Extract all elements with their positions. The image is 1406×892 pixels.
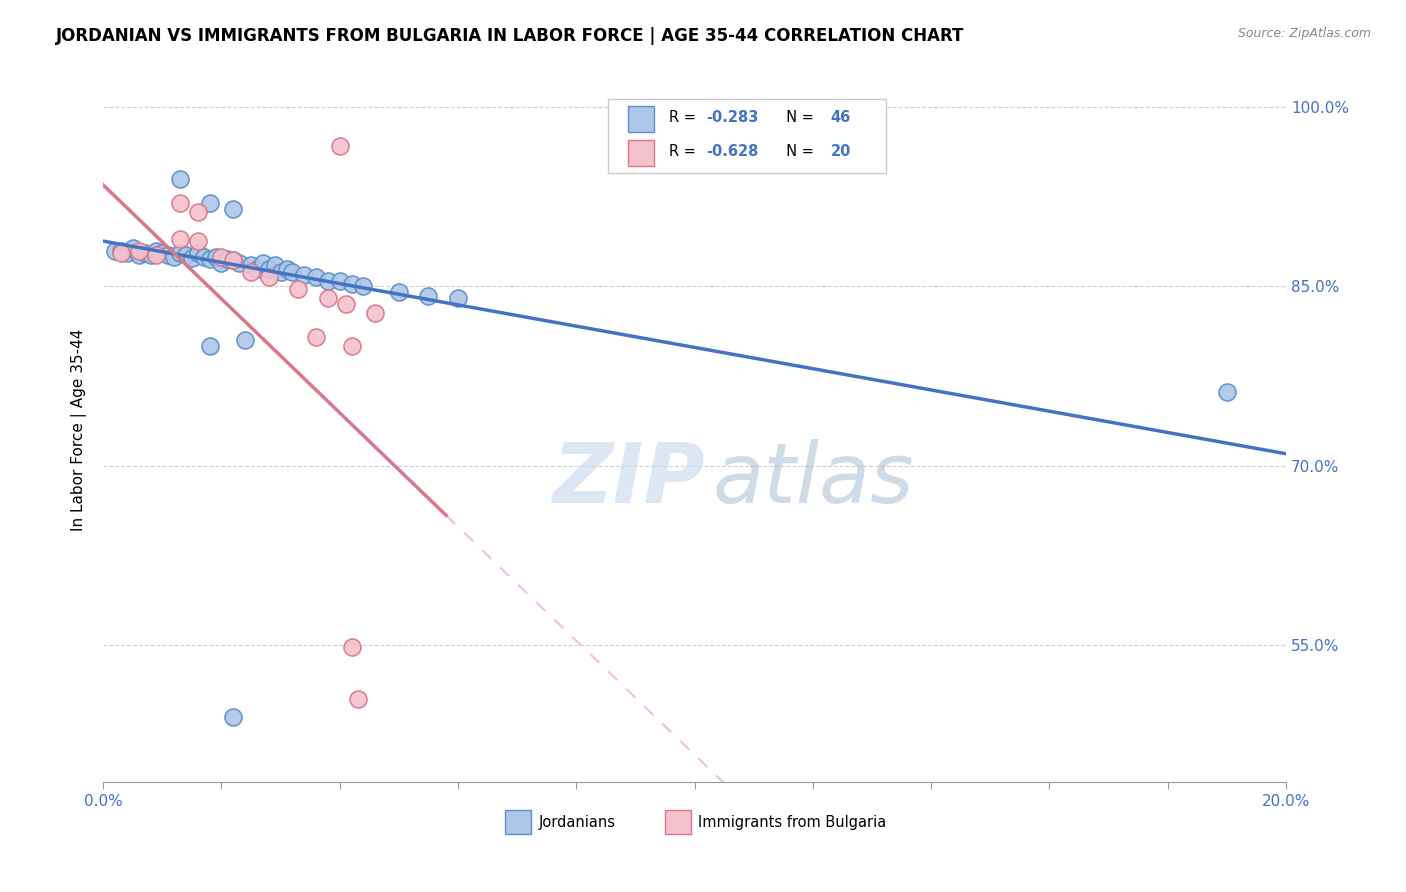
Point [257,269,280,284]
Point [388,285,411,300]
Point [240,258,263,272]
Point [340,640,363,655]
Point [329,273,352,287]
Point [246,261,269,276]
Point [346,691,368,706]
Point [169,195,191,210]
Point [222,253,245,268]
Y-axis label: In Labor Force | Age 35-44: In Labor Force | Age 35-44 [72,328,87,531]
Point [233,333,256,347]
Point [211,250,233,264]
Text: Immigrants from Bulgaria: Immigrants from Bulgaria [699,815,886,830]
Point [222,253,245,268]
Point [139,248,162,262]
Point [145,244,167,258]
Text: N =: N = [778,110,818,125]
Point [150,246,173,260]
Point [418,289,440,303]
Point [169,232,191,246]
Point [270,265,292,279]
Point [316,273,339,287]
Text: 46: 46 [831,110,851,125]
Point [305,329,328,343]
Text: Jordanians: Jordanians [538,815,616,830]
Point [228,255,250,269]
Point [340,339,363,353]
Point [1216,384,1239,399]
Point [110,244,132,258]
Point [110,246,132,260]
Point [174,248,197,262]
Text: -0.628: -0.628 [706,144,759,159]
Point [187,234,209,248]
Point [340,277,363,292]
Text: JORDANIAN VS IMMIGRANTS FROM BULGARIA IN LABOR FORCE | AGE 35-44 CORRELATION CHA: JORDANIAN VS IMMIGRANTS FROM BULGARIA IN… [56,27,965,45]
Text: Source: ZipAtlas.com: Source: ZipAtlas.com [1237,27,1371,40]
Text: -0.283: -0.283 [706,110,759,125]
FancyBboxPatch shape [505,811,531,834]
Point [217,252,239,266]
Point [128,244,150,258]
Point [335,297,357,311]
Point [447,292,470,306]
Point [193,250,215,264]
FancyBboxPatch shape [665,811,690,834]
Text: N =: N = [778,144,818,159]
Point [222,709,245,723]
Point [305,269,328,284]
Point [187,205,209,219]
Point [163,250,186,264]
Point [169,172,191,186]
Point [364,306,387,320]
Point [121,241,143,255]
Point [257,261,280,276]
Text: R =: R = [669,110,700,125]
Text: 20: 20 [831,144,851,159]
Point [128,248,150,262]
FancyBboxPatch shape [609,99,886,172]
Point [104,244,127,258]
Text: R =: R = [669,144,700,159]
Point [292,268,315,282]
Point [240,265,263,279]
Point [145,248,167,262]
Point [316,292,339,306]
Point [169,246,191,260]
Point [180,251,202,265]
Point [252,255,274,269]
Point [187,246,209,260]
Point [329,138,352,153]
Point [134,246,156,260]
Point [352,279,374,293]
Point [204,250,226,264]
Point [263,258,285,272]
Text: ZIP: ZIP [553,439,706,520]
Point [198,195,221,210]
Point [198,339,221,353]
FancyBboxPatch shape [628,140,654,166]
Point [198,252,221,266]
Point [157,248,180,262]
Point [276,261,298,276]
Point [281,265,304,279]
FancyBboxPatch shape [628,106,654,132]
Point [211,255,233,269]
Point [115,246,138,260]
Point [222,202,245,216]
Point [287,282,309,296]
Text: atlas: atlas [713,439,914,520]
